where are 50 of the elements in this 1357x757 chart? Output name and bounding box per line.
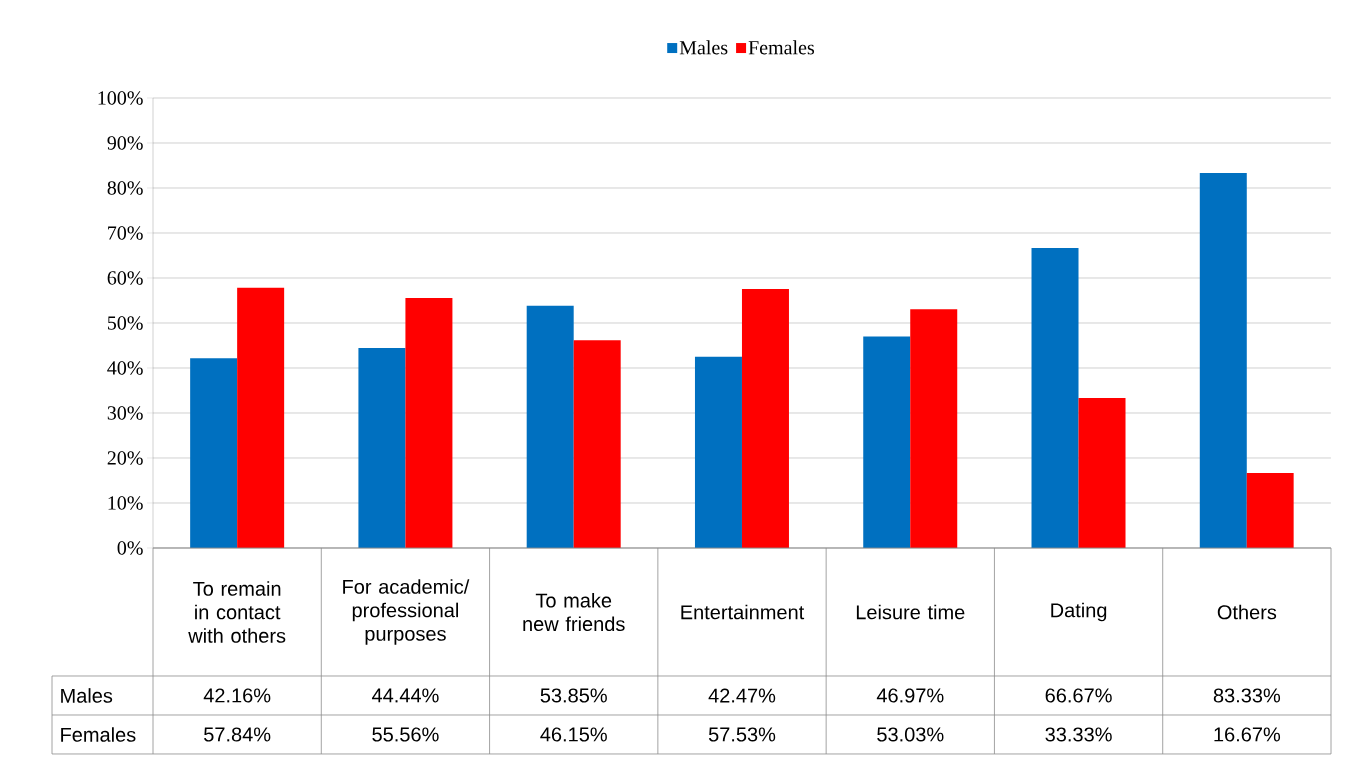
- legend-label: Females: [748, 40, 815, 55]
- y-tick-label: 40%: [107, 361, 143, 375]
- data-label: 57.53%: [708, 727, 776, 742]
- bar: [573, 340, 621, 548]
- bar: [1078, 398, 1126, 548]
- x-tick-label: Dating: [1051, 602, 1107, 622]
- bar: [190, 358, 238, 548]
- bar: [526, 305, 574, 548]
- data-label: 42.16%: [203, 688, 271, 703]
- bar: [910, 309, 958, 548]
- data-label: 83.33%: [1213, 688, 1281, 703]
- data-label: 46.97%: [876, 688, 944, 703]
- y-tick-label: 80%: [107, 181, 143, 195]
- x-tick-label: Others: [1217, 604, 1277, 620]
- bar: [405, 297, 453, 548]
- data-label: 53.85%: [540, 688, 607, 703]
- x-tick-label: For academic/professional purposes: [343, 579, 470, 645]
- legend-label: Males: [679, 40, 728, 55]
- data-label: 33.33%: [1045, 727, 1112, 742]
- y-tick-label: 20%: [107, 451, 143, 465]
- y-tick-label: 60%: [107, 271, 143, 285]
- x-tick-label: To remain in contact with others: [188, 581, 286, 643]
- y-tick-label: 30%: [107, 406, 143, 420]
- y-tick-label: 100%: [98, 91, 143, 105]
- bar: [863, 336, 911, 548]
- data-label: 53.03%: [877, 727, 944, 742]
- text: Males: [61, 688, 113, 703]
- y-tick-label: 0%: [117, 541, 143, 555]
- bar: [1031, 247, 1079, 548]
- bar: [358, 348, 406, 548]
- data-label: 55.56%: [372, 727, 439, 742]
- x-tick-label: Entertainment: [681, 604, 805, 620]
- bar: [237, 287, 285, 548]
- data-label: 66.67%: [1045, 688, 1112, 703]
- x-tick-label: Leisure time: [856, 604, 965, 620]
- y-tick-label: 70%: [108, 226, 143, 240]
- y-tick-label: 10%: [108, 496, 143, 510]
- bar: [1246, 472, 1294, 548]
- data-label: 44.44%: [371, 688, 439, 703]
- y-tick-label: 50%: [107, 316, 143, 330]
- data-label: 42.47%: [708, 688, 776, 703]
- data-label: 16.67%: [1214, 727, 1281, 742]
- bar: [741, 289, 789, 548]
- bar: [1199, 173, 1247, 548]
- bar: [694, 356, 742, 548]
- data-label: 57.84%: [204, 727, 271, 742]
- text: Females: [61, 727, 136, 742]
- y-tick-label: 90%: [107, 136, 143, 150]
- x-tick-label: To make new friends: [523, 592, 625, 632]
- data-label: 46.15%: [540, 727, 607, 742]
